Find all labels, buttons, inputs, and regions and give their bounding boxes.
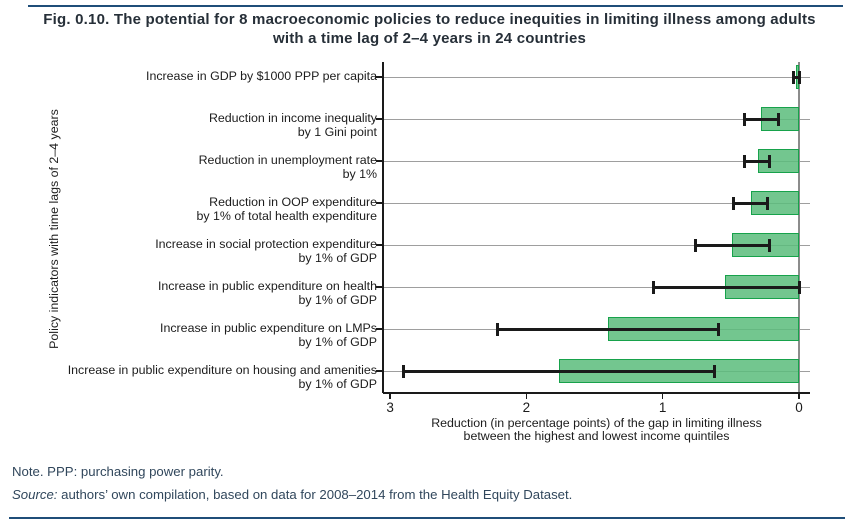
error-bar-cap — [742, 154, 746, 168]
error-bar-cap — [742, 112, 746, 126]
bar — [751, 191, 799, 215]
x-tick-label: 3 — [386, 400, 394, 415]
category-label-line: by 1% of GDP — [298, 377, 377, 391]
x-tick-label: 2 — [522, 400, 531, 415]
category-label-line: by 1% of GDP — [298, 335, 377, 349]
figure-title-line2: with a time lag of 2–4 years in 24 count… — [272, 30, 587, 47]
y-tick — [376, 328, 383, 330]
source-text: Source: authors’ own compilation, based … — [12, 487, 572, 502]
error-bar-line — [744, 117, 779, 121]
gridline — [383, 244, 810, 246]
x-tick — [525, 393, 528, 399]
error-bar-line — [793, 75, 799, 79]
x-axis-title: Reduction (in percentage points) of the … — [383, 417, 810, 443]
error-bar-cap — [797, 70, 801, 84]
category-label-line: by 1% of GDP — [298, 251, 377, 265]
x-axis-title-line2: between the highest and lowest income qu… — [463, 429, 730, 443]
category-label-line: Increase in GDP by $1000 PPP per capita — [146, 69, 377, 83]
error-bar-cap — [767, 238, 771, 252]
y-tick — [376, 202, 383, 204]
x-tick — [798, 393, 800, 399]
category-label: Increase in social protection expenditur… — [7, 237, 377, 265]
gridline — [383, 118, 810, 120]
y-tick — [376, 118, 383, 120]
error-bar-line — [695, 243, 769, 247]
gridline — [383, 160, 810, 162]
category-label: Reduction in unemployment rate by 1% — [7, 153, 377, 181]
x-tick-label: 1 — [658, 400, 667, 415]
error-bar-line — [653, 285, 799, 289]
x-tick — [661, 393, 664, 399]
category-label: Increase in public expenditure on LMPs by… — [7, 321, 377, 349]
bottom-rule — [9, 517, 845, 519]
error-bar-cap — [732, 196, 736, 210]
category-label-line: by 1 Gini point — [297, 125, 377, 139]
category-label-line: Increase in public expenditure on health — [157, 279, 377, 293]
source-label: Source: — [12, 487, 58, 502]
x-tick — [389, 393, 391, 399]
category-label-line: by 1% of total health expenditure — [196, 209, 377, 223]
y-tick — [376, 286, 383, 288]
category-label-line: Increase in public expenditure on LMPs — [160, 321, 377, 335]
category-label-line: Reduction in unemployment rate — [198, 153, 377, 167]
error-bar-cap — [717, 322, 721, 336]
error-bar-line — [733, 201, 768, 205]
figure-title-line1: Fig. 0.10. The potential for 8 macroecon… — [43, 11, 816, 28]
error-bar-line — [497, 327, 719, 331]
error-bar-line — [744, 159, 769, 163]
y-tick — [376, 76, 383, 78]
x-tick-label: 0 — [795, 400, 803, 415]
category-label-line: Increase in social protection expenditur… — [155, 237, 377, 251]
zero-axis-line — [798, 62, 800, 393]
category-label-line: by 1% of GDP — [298, 293, 377, 307]
error-bar-cap — [766, 196, 770, 210]
note-text: Note. PPP: purchasing power parity. — [12, 464, 224, 479]
error-bar-cap — [777, 112, 781, 126]
gridline — [383, 286, 810, 288]
category-label-line: by 1% — [342, 167, 377, 181]
category-label-line: Reduction in OOP expenditure — [209, 195, 377, 209]
error-bar-cap — [712, 364, 716, 378]
error-bar-line — [403, 369, 715, 373]
category-label-line: Increase in public expenditure on housin… — [67, 363, 377, 377]
error-bar-cap — [797, 280, 801, 294]
category-label: Increase in GDP by $1000 PPP per capita — [7, 69, 377, 83]
error-bar-cap — [651, 280, 655, 294]
gridline — [383, 202, 810, 204]
x-axis-title-line1: Reduction (in percentage points) of the … — [431, 416, 762, 430]
error-bar-cap — [496, 322, 500, 336]
category-label: Increase in public expenditure on housin… — [7, 363, 377, 391]
category-label: Reduction in income inequality by 1 Gini … — [7, 111, 377, 139]
category-label-line: Reduction in income inequality — [208, 111, 377, 125]
error-bar-cap — [767, 154, 771, 168]
y-axis-title: Policy indicators with time lags of 2–4 … — [47, 109, 61, 349]
error-bar-cap — [693, 238, 697, 252]
gridline — [383, 76, 810, 78]
top-rule — [28, 5, 843, 7]
y-tick — [376, 370, 383, 372]
x-axis-line — [383, 392, 810, 394]
y-tick — [376, 244, 383, 246]
y-axis-line — [382, 62, 384, 393]
category-label: Reduction in OOP expenditure by 1% of tot… — [7, 195, 377, 223]
source-body: authors’ own compilation, based on data … — [57, 487, 573, 502]
error-bar-cap — [792, 70, 796, 84]
category-label: Increase in public expenditure on health… — [7, 279, 377, 307]
error-bar-cap — [402, 364, 406, 378]
figure-title: Fig. 0.10. The potential for 8 macroecon… — [0, 10, 859, 48]
y-tick — [376, 160, 383, 162]
